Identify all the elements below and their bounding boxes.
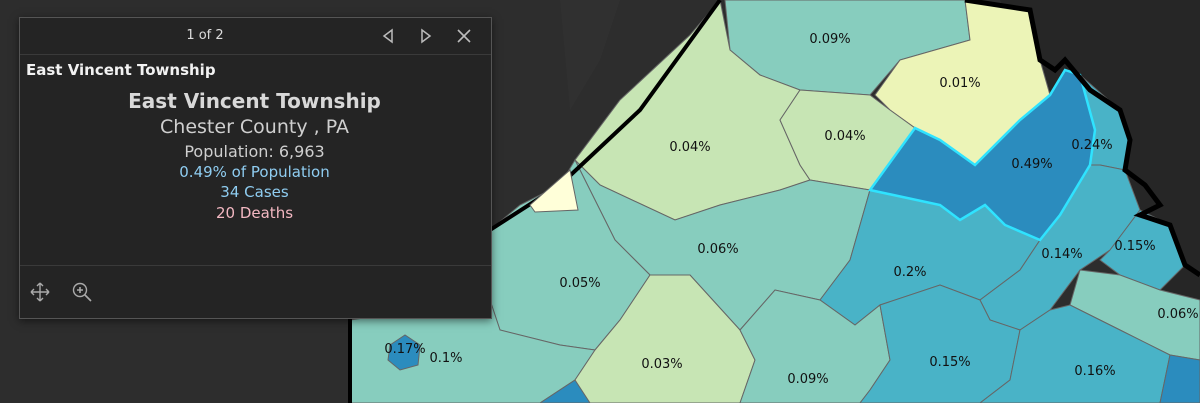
popup-pager: 1 of 2 bbox=[186, 28, 224, 43]
triangle-left-icon bbox=[382, 28, 393, 44]
map-label: 0.09% bbox=[809, 32, 850, 47]
zoom-to-button[interactable] bbox=[70, 280, 94, 304]
map-label: 0.49% bbox=[1011, 157, 1052, 172]
deaths-text: 20 Deaths bbox=[215, 203, 294, 222]
map-label: 0.04% bbox=[669, 140, 710, 155]
popup-content: East Vincent Township Chester County , P… bbox=[20, 88, 489, 223]
pan-to-button[interactable] bbox=[28, 280, 52, 304]
selected-feature-outline bbox=[867, 68, 1097, 242]
polygon-small-017[interactable] bbox=[387, 334, 421, 371]
polygon-bottom-right[interactable] bbox=[1159, 354, 1200, 403]
map-label: 0.05% bbox=[559, 276, 600, 291]
map-label: 0.1% bbox=[429, 351, 462, 366]
municipality-polygons bbox=[349, 0, 1200, 403]
percent-text: 0.49% of Population bbox=[179, 163, 330, 182]
feature-popup: 1 of 2 East Vincent Township East Vincen… bbox=[19, 17, 492, 319]
map-label: 0.15% bbox=[929, 355, 970, 370]
close-icon bbox=[457, 29, 471, 43]
map-label: 0.09% bbox=[787, 372, 828, 387]
triangle-right-icon bbox=[421, 28, 432, 44]
map-label: 0.06% bbox=[1157, 307, 1198, 322]
county-boundary-north bbox=[488, 0, 722, 232]
map-label: 0.2% bbox=[893, 265, 926, 280]
popup-footer bbox=[20, 265, 491, 318]
river-boundary bbox=[964, 0, 1200, 278]
popup-header: 1 of 2 bbox=[20, 18, 491, 55]
previous-feature-button[interactable] bbox=[378, 26, 398, 46]
township-name: East Vincent Township bbox=[128, 89, 381, 113]
map-label: 0.15% bbox=[1114, 239, 1155, 254]
county-name: Chester County , PA bbox=[160, 116, 349, 138]
map-label: 0.03% bbox=[641, 357, 682, 372]
map-label: 0.04% bbox=[824, 129, 865, 144]
map-label: 0.01% bbox=[939, 76, 980, 91]
map-label: 0.16% bbox=[1074, 364, 1115, 379]
close-button[interactable] bbox=[454, 26, 474, 46]
next-feature-button[interactable] bbox=[416, 26, 436, 46]
zoom-in-icon bbox=[72, 282, 92, 302]
map-label: 0.17% bbox=[384, 342, 425, 357]
cases-text: 34 Cases bbox=[220, 183, 289, 202]
map-label: 0.14% bbox=[1041, 247, 1082, 262]
basemap-texture bbox=[560, 0, 620, 110]
move-arrows-icon bbox=[30, 282, 50, 302]
map-label: 0.06% bbox=[697, 242, 738, 257]
popup-feature-title: East Vincent Township bbox=[26, 61, 216, 79]
map-label: 0.24% bbox=[1071, 138, 1112, 153]
map-labels: 0.09% 0.01% 0.04% 0.04% 0.49% 0.24% 0.06… bbox=[384, 32, 1198, 387]
population-text: Population: 6,963 bbox=[184, 141, 325, 161]
polygon-small-light[interactable] bbox=[529, 169, 579, 213]
polygon-bottom-dark[interactable] bbox=[539, 379, 591, 403]
